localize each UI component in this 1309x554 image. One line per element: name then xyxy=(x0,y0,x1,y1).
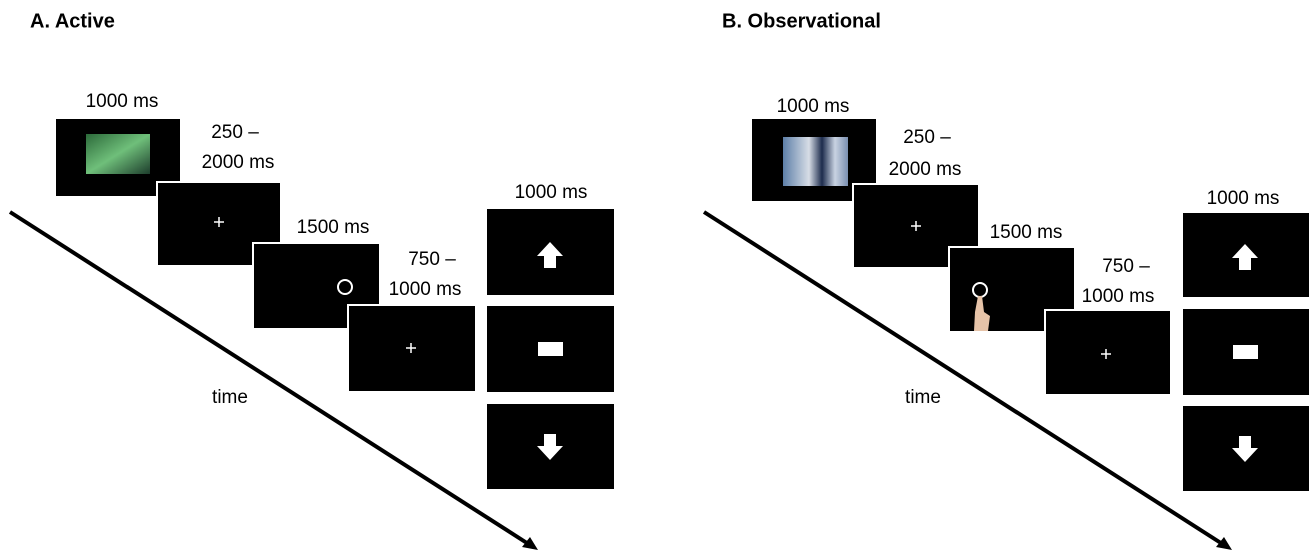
panel-title: A. Active xyxy=(30,10,115,32)
feedback-duration: 1000 ms xyxy=(1207,188,1280,209)
step-duration: 1000 ms xyxy=(389,279,462,300)
time-label: time xyxy=(905,387,941,408)
feedback-duration: 1000 ms xyxy=(515,182,588,203)
step-duration: 1000 ms xyxy=(1082,286,1155,307)
step-duration: 1500 ms xyxy=(297,217,370,238)
figure: A. Active time 1000 ms 250 – 2000 ms 150… xyxy=(0,0,1309,554)
panel-b: B. Observational time 1000 ms 250 – 2000… xyxy=(704,10,1309,550)
stimulus-image xyxy=(86,134,150,174)
step-duration: 750 – xyxy=(408,249,456,270)
stimulus-image xyxy=(783,137,848,186)
bar-symbol xyxy=(538,342,563,356)
fixation-screen xyxy=(1045,310,1171,395)
step-duration: 1500 ms xyxy=(990,222,1063,243)
step-duration: 2000 ms xyxy=(202,152,275,173)
panel-title: B. Observational xyxy=(722,10,881,32)
step-duration: 1000 ms xyxy=(86,91,159,112)
step-duration: 2000 ms xyxy=(889,159,962,180)
time-label: time xyxy=(212,387,248,408)
panel-a: A. Active time 1000 ms 250 – 2000 ms 150… xyxy=(10,10,614,550)
step-duration: 750 – xyxy=(1102,256,1150,277)
bar-symbol xyxy=(1233,345,1258,359)
step-duration: 250 – xyxy=(903,127,951,148)
step-duration: 1000 ms xyxy=(777,96,850,117)
step-duration: 250 – xyxy=(211,122,259,143)
